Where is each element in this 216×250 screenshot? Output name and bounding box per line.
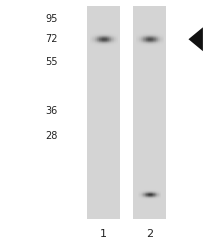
Polygon shape	[189, 27, 203, 51]
Text: 1: 1	[100, 230, 107, 239]
Text: 2: 2	[146, 230, 153, 239]
Bar	[133, 6, 167, 220]
Bar	[87, 6, 120, 220]
Text: 72: 72	[45, 34, 58, 44]
Text: 55: 55	[45, 56, 58, 66]
Text: 28: 28	[45, 131, 58, 141]
Text: 95: 95	[45, 14, 58, 24]
Text: 36: 36	[45, 106, 58, 116]
